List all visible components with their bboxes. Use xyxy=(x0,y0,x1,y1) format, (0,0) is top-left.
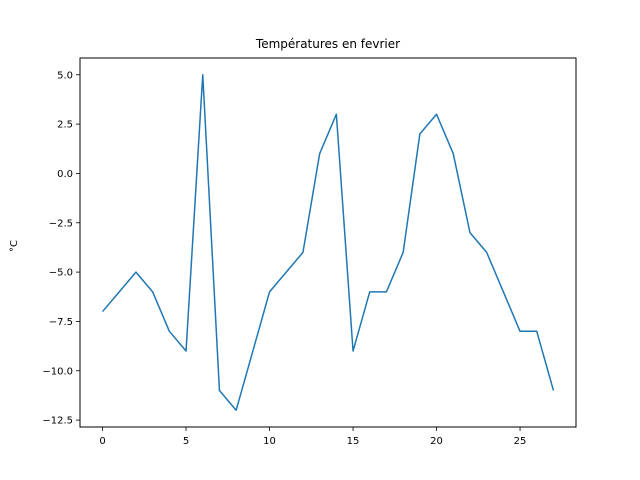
y-axis-label: °C xyxy=(9,240,20,252)
x-tick-label: 15 xyxy=(347,436,360,447)
y-tick-label: −7.5 xyxy=(49,317,73,328)
series-line-0 xyxy=(101,74,555,411)
x-tick-label: 5 xyxy=(183,436,189,447)
plot-area xyxy=(101,74,555,411)
x-tick-label: 0 xyxy=(99,436,105,447)
x-tick-label: 10 xyxy=(263,436,276,447)
y-tick-label: −12.5 xyxy=(42,416,73,427)
x-tick-label: 20 xyxy=(430,436,443,447)
y-axis: 5.0 2.5 0.0 −2.5 −5.0 −7.5 −10.0 −12.5 xyxy=(42,70,80,427)
y-tick-label: 5.0 xyxy=(57,70,73,81)
y-tick-label: 0.0 xyxy=(57,169,73,180)
x-axis: 0 5 10 15 20 25 xyxy=(99,427,526,447)
y-tick-label: −10.0 xyxy=(42,366,73,377)
y-tick-label: −2.5 xyxy=(49,218,73,229)
y-tick-label: 2.5 xyxy=(57,120,73,131)
x-tick-label: 25 xyxy=(514,436,527,447)
y-tick-label: −5.0 xyxy=(49,268,73,279)
chart-title: Températures en fevrier xyxy=(255,37,400,51)
axes-frame xyxy=(79,57,577,428)
